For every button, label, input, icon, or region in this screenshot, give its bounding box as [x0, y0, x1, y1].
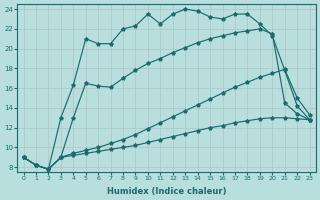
- X-axis label: Humidex (Indice chaleur): Humidex (Indice chaleur): [107, 187, 226, 196]
